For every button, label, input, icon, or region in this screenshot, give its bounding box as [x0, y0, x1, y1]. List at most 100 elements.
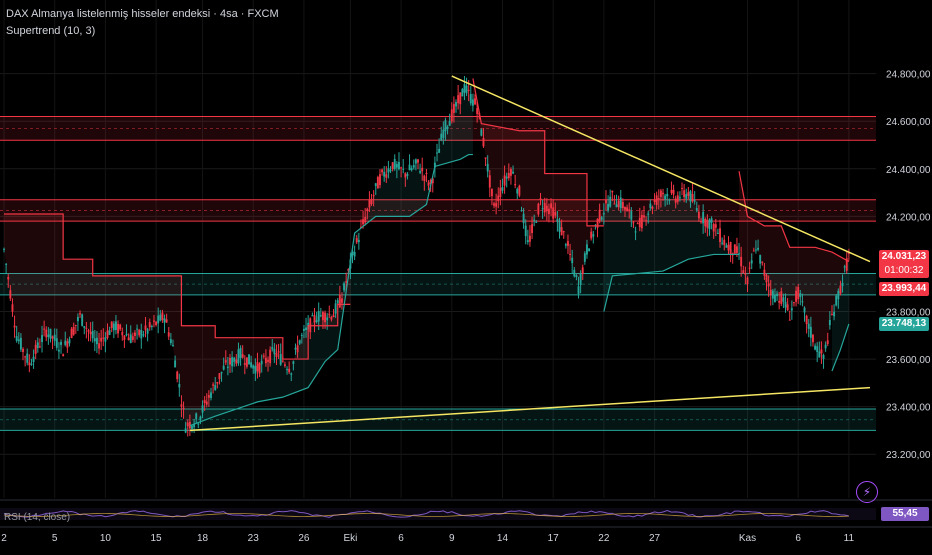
candle: [201, 405, 204, 413]
candle: [95, 337, 98, 345]
candle: [598, 209, 601, 222]
candle: [427, 182, 430, 186]
indicator-label[interactable]: Supertrend (10, 3): [6, 25, 96, 37]
x-tick-label: Eki: [343, 533, 357, 544]
candle: [681, 187, 683, 189]
candle: [490, 188, 493, 197]
candle: [782, 297, 785, 302]
price-badge: 23.748,13: [879, 316, 929, 331]
candle: [812, 334, 814, 343]
candle: [771, 290, 774, 299]
candle: [613, 203, 616, 205]
candle: [678, 197, 681, 199]
candle: [264, 357, 267, 364]
candle: [252, 365, 255, 369]
candle: [121, 331, 124, 336]
candle: [710, 218, 713, 223]
candle: [685, 194, 688, 199]
lightning-bolt-icon[interactable]: ⚡: [856, 481, 878, 503]
candle: [524, 225, 527, 237]
candle: [45, 329, 48, 338]
candle: [11, 304, 14, 312]
candle: [822, 355, 825, 359]
candle: [313, 315, 316, 323]
candle: [659, 190, 662, 197]
candle: [607, 203, 610, 211]
candle: [746, 277, 749, 285]
candle: [615, 204, 618, 208]
candle: [184, 428, 187, 433]
candle: [425, 173, 428, 175]
rsi-band: [0, 508, 876, 520]
candle: [586, 244, 588, 255]
candle: [53, 334, 56, 341]
candle: [476, 108, 479, 114]
candle: [180, 404, 183, 407]
candle: [841, 282, 844, 286]
candle: [347, 269, 350, 271]
y-tick-label: 24.400,00: [886, 165, 931, 176]
candle: [212, 384, 215, 386]
candle: [740, 256, 743, 267]
candle: [738, 253, 740, 255]
candle: [482, 138, 485, 147]
candle: [626, 207, 629, 212]
trendlines-layer: [189, 75, 871, 432]
candle: [387, 168, 390, 173]
candle: [440, 133, 443, 141]
candle: [643, 215, 645, 218]
candle: [150, 326, 153, 328]
rsi-pane: [0, 499, 932, 528]
candle: [748, 267, 751, 269]
candle: [592, 234, 595, 237]
candle: [174, 360, 177, 368]
candle: [296, 345, 299, 353]
candle: [793, 302, 795, 304]
candle: [554, 212, 557, 216]
rsi-label[interactable]: RSI (14, close): [4, 512, 71, 523]
candle: [324, 312, 327, 323]
candle: [332, 315, 335, 318]
candle: [689, 191, 692, 202]
candle: [83, 326, 86, 328]
candle: [672, 189, 675, 195]
candle: [226, 366, 229, 368]
candle: [564, 244, 567, 246]
candle: [759, 255, 762, 264]
candle: [488, 175, 491, 188]
trendline: [451, 75, 871, 263]
candle: [237, 349, 240, 364]
candle: [148, 322, 151, 328]
candle: [493, 203, 495, 206]
candle: [463, 84, 466, 93]
candle: [621, 202, 624, 209]
candle: [465, 85, 468, 94]
candle: [533, 219, 536, 221]
candle: [448, 121, 451, 126]
candle: [410, 168, 413, 170]
zones-layer: [0, 115, 876, 431]
supertrend-line-down: [472, 78, 604, 227]
candle: [243, 363, 246, 365]
candle: [38, 346, 41, 348]
candle: [461, 89, 464, 97]
candle: [114, 321, 117, 331]
candle: [575, 275, 578, 277]
candle: [214, 385, 217, 391]
candle: [191, 425, 193, 430]
candle: [379, 174, 381, 186]
candle: [134, 332, 136, 337]
candle: [765, 274, 768, 283]
candle: [317, 311, 320, 322]
candle: [321, 312, 324, 321]
x-tick-label: 14: [497, 533, 509, 544]
candle: [545, 205, 548, 212]
x-axis: 2 5 10 15 18 23 26 Eki 6 9 14 17 22 27 Kas 6 11: [1, 533, 854, 544]
candle: [360, 226, 362, 228]
candle: [383, 171, 386, 177]
candle: [315, 320, 318, 323]
candle: [372, 195, 375, 197]
candle: [205, 401, 208, 405]
